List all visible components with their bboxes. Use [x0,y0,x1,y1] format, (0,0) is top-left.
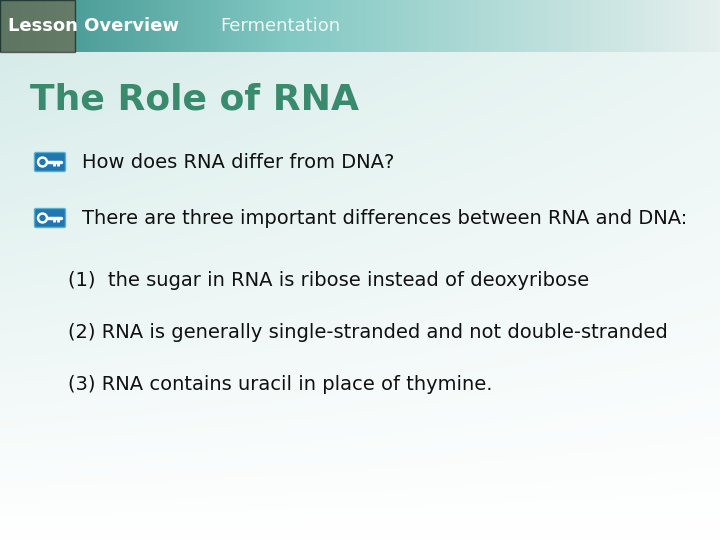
Text: Lesson Overview: Lesson Overview [8,17,179,35]
Text: Fermentation: Fermentation [220,17,340,35]
Text: (2) RNA is generally single-stranded and not double-stranded: (2) RNA is generally single-stranded and… [68,322,667,341]
Text: There are three important differences between RNA and DNA:: There are three important differences be… [82,208,688,227]
Text: (3) RNA contains uracil in place of thymine.: (3) RNA contains uracil in place of thym… [68,375,492,394]
Text: How does RNA differ from DNA?: How does RNA differ from DNA? [82,152,395,172]
Text: (1)  the sugar in RNA is ribose instead of deoxyribose: (1) the sugar in RNA is ribose instead o… [68,271,589,289]
Circle shape [40,215,45,220]
Circle shape [40,159,45,165]
FancyBboxPatch shape [35,208,66,227]
FancyBboxPatch shape [0,0,75,52]
Circle shape [37,157,48,167]
Text: The Role of RNA: The Role of RNA [30,83,359,117]
FancyBboxPatch shape [35,152,66,172]
Circle shape [37,213,48,223]
